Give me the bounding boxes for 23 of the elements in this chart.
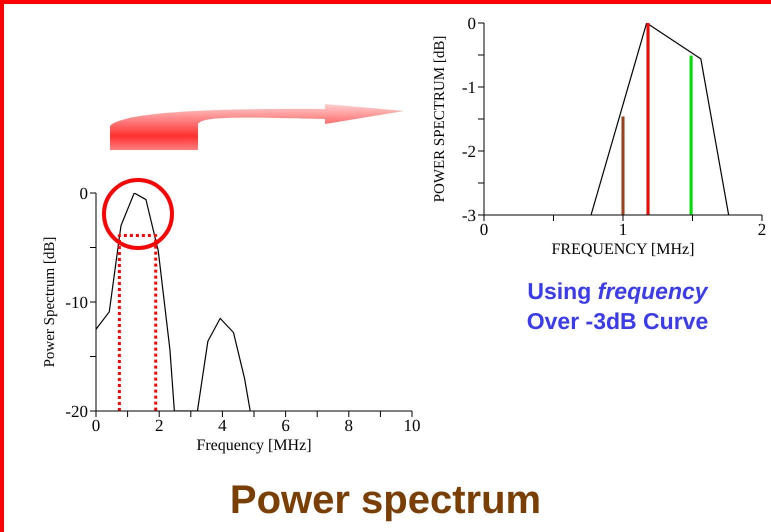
x-tick-label: 2 (758, 220, 766, 240)
x-tick-label: 0 (92, 416, 100, 436)
y-axis-title: POWER SPECTRUM [dB] (432, 36, 448, 202)
x-tick-label: 4 (218, 416, 228, 436)
x-tick-label: 2 (154, 416, 164, 436)
x-tick-label: 8 (344, 416, 354, 436)
text: Power spectrum (228, 478, 542, 523)
y-tick-label: -3 (462, 206, 476, 226)
y-tick-label: -20 (65, 402, 88, 422)
y-tick-label: -10 (65, 293, 88, 312)
text: Over -3dB Curve (526, 307, 710, 336)
x-tick-label: 1 (618, 220, 628, 240)
x-tick-label: 6 (281, 416, 290, 436)
y-tick-label: -2 (462, 142, 476, 162)
x-axis-title: FREQUENCY [MHz] (550, 241, 696, 259)
x-axis-title: Frequency [MHz] (195, 437, 313, 455)
y-tick-label: 0 (80, 184, 88, 204)
y-axis-title: Power Spectrum [dB] (42, 236, 58, 368)
x-tick-label: 10 (404, 416, 420, 436)
x-tick-label: 0 (480, 220, 488, 240)
y-tick-label: -1 (462, 78, 476, 98)
text: Using frequency (526, 277, 710, 306)
y-tick-label: 0 (468, 14, 476, 34)
